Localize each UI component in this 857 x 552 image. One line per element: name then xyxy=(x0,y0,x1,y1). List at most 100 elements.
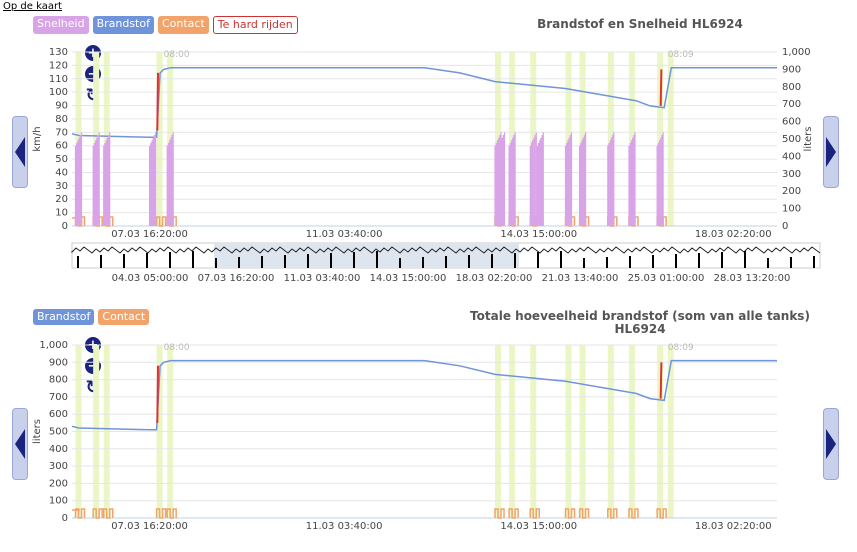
speed-burst xyxy=(607,132,615,226)
speeding-segment xyxy=(156,365,160,423)
y-tick-label: 130 xyxy=(49,47,68,58)
y-right-axis-label: liters xyxy=(803,127,814,152)
contact-mark xyxy=(578,508,590,519)
y-tick-label: 120 xyxy=(49,60,68,71)
annotation-label: 08:09 xyxy=(668,50,694,60)
chart1-title: Brandstof en Snelheid HL6924 xyxy=(537,17,743,31)
contact-mark xyxy=(74,508,86,519)
contact-mark xyxy=(508,508,519,519)
navigator-tick-label: 21.03 13:40:00 xyxy=(542,273,619,284)
legend-contact-2[interactable]: Contact xyxy=(98,309,150,325)
y-tick-label: 60 xyxy=(55,141,68,152)
y-tick-label: 500 xyxy=(49,427,68,438)
speed-burst xyxy=(564,132,573,226)
y-tick-label: 40 xyxy=(55,167,68,178)
y-tick-label: 110 xyxy=(49,74,68,85)
y-tick-label: 100 xyxy=(49,87,68,98)
speed-burst xyxy=(92,132,100,226)
pan-left-button[interactable] xyxy=(12,116,28,188)
navigator-tick-label: 07.03 16:20:00 xyxy=(198,273,275,284)
speeding-segment xyxy=(659,69,663,106)
contact-mark xyxy=(102,508,114,519)
back-to-map-link[interactable]: Op de kaart xyxy=(3,1,62,12)
navigator-tick-label: 04.03 05:00:00 xyxy=(112,273,189,284)
ignition-band xyxy=(667,52,674,226)
y-axis-label: liters xyxy=(32,419,43,444)
pan-left-button-2[interactable] xyxy=(12,408,28,480)
y-tick-label: 20 xyxy=(55,194,68,205)
y-right-tick-label: 800 xyxy=(782,82,801,93)
speed-burst xyxy=(529,132,537,226)
y-tick-label: 10 xyxy=(55,208,68,219)
navigator-tick-label: 28.03 13:20:00 xyxy=(714,273,791,284)
y-tick-label: 600 xyxy=(49,409,68,420)
y-tick-label: 100 xyxy=(49,496,68,507)
y-tick-label: 300 xyxy=(49,461,68,472)
speed-burst xyxy=(656,132,664,226)
y-right-tick-label: 200 xyxy=(782,186,801,197)
ignition-band xyxy=(93,52,100,226)
y-right-tick-label: 600 xyxy=(782,117,801,128)
navigator-fuel-line xyxy=(71,246,821,254)
y-right-tick-label: 0 xyxy=(782,221,788,232)
y-tick-label: 30 xyxy=(55,181,68,192)
x-tick-label: 11.03 03:40:00 xyxy=(306,229,383,240)
y-right-tick-label: 500 xyxy=(782,134,801,145)
pan-right-button-2[interactable] xyxy=(823,408,839,480)
y-right-tick-label: 700 xyxy=(782,99,801,110)
pan-right-button[interactable] xyxy=(823,116,839,188)
contact-mark xyxy=(155,508,167,519)
contact-mark xyxy=(155,216,167,227)
y-tick-label: 0 xyxy=(62,513,68,524)
annotation-label: 08:09 xyxy=(668,343,694,353)
y-tick-label: 90 xyxy=(55,101,68,112)
y-right-tick-label: 300 xyxy=(782,169,801,180)
navigator-tick-label: 25.03 01:00:00 xyxy=(628,273,705,284)
ignition-band xyxy=(156,52,163,226)
ignition-band xyxy=(509,52,516,226)
contact-mark xyxy=(529,508,540,519)
legend-snelheid[interactable]: Snelheid xyxy=(33,16,89,34)
y-tick-label: 0 xyxy=(62,221,68,232)
speed-burst xyxy=(74,132,83,226)
contact-mark xyxy=(607,508,618,519)
fuel-line xyxy=(71,359,777,431)
ignition-band xyxy=(530,52,537,226)
speed-burst xyxy=(508,132,516,226)
speed-burst xyxy=(579,132,587,226)
x-tick-label: 07.03 16:20:00 xyxy=(111,229,188,240)
legend-contact[interactable]: Contact xyxy=(157,16,209,34)
y-tick-label: 70 xyxy=(55,127,68,138)
x-tick-label: 07.03 16:20:00 xyxy=(111,521,188,532)
y-tick-label: 200 xyxy=(49,478,68,489)
y-right-tick-label: 100 xyxy=(782,204,801,215)
navigator-tick-label: 11.03 03:40:00 xyxy=(284,273,361,284)
x-tick-label: 11.03 03:40:00 xyxy=(306,521,383,532)
legend-te-hard-rijden[interactable]: Te hard rijden xyxy=(212,16,298,34)
chart1-legend: Snelheid Brandstof Contact Te hard rijde… xyxy=(33,16,298,34)
navigator-tick-label: 18.03 02:20:00 xyxy=(456,273,533,284)
navigator-tick-label: 14.03 15:00:00 xyxy=(370,273,447,284)
annotation-label: 08:00 xyxy=(164,50,190,60)
contact-mark xyxy=(166,508,177,519)
x-tick-label: 18.03 02:20:00 xyxy=(695,521,772,532)
y-tick-label: 800 xyxy=(49,375,68,386)
speed-burst xyxy=(497,132,506,226)
speed-burst xyxy=(103,132,111,226)
y-tick-label: 50 xyxy=(55,154,68,165)
contact-mark xyxy=(92,508,103,519)
y-tick-label: 80 xyxy=(55,114,68,125)
speeding-segment xyxy=(156,72,160,131)
chevron-right-icon xyxy=(826,429,836,459)
x-tick-label: 18.03 02:20:00 xyxy=(695,229,772,240)
contact-mark xyxy=(628,508,639,519)
chart2-title: Totale hoeveelheid brandstof (som van al… xyxy=(470,309,810,336)
legend-brandstof-2[interactable]: Brandstof xyxy=(33,309,95,325)
y-right-tick-label: 900 xyxy=(782,64,801,75)
legend-brandstof[interactable]: Brandstof xyxy=(92,16,154,34)
ignition-band xyxy=(607,52,614,226)
chevron-left-icon xyxy=(15,137,25,167)
contact-mark xyxy=(494,508,505,519)
fuel-line xyxy=(71,66,777,139)
